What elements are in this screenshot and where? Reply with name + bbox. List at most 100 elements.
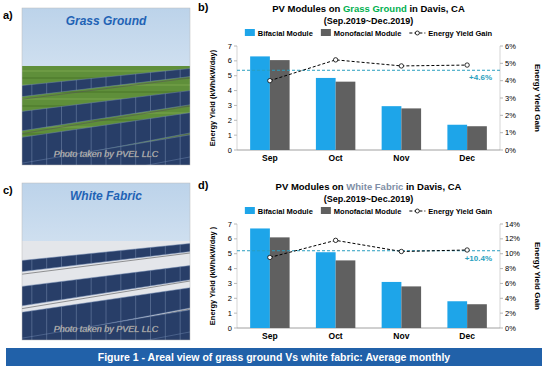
panel-divider bbox=[31, 285, 32, 304]
reference-label: +10.4% bbox=[465, 254, 492, 263]
legend: Bifacial ModuleMonofacial ModuleEnergy Y… bbox=[245, 207, 493, 216]
y-tick-label: 6 bbox=[228, 56, 232, 65]
y-axis bbox=[237, 224, 238, 328]
bar bbox=[316, 78, 336, 150]
title-part: in Davis, CA bbox=[407, 3, 465, 14]
y-tick bbox=[234, 328, 237, 329]
bar bbox=[336, 82, 356, 150]
y-tick-label: 2 bbox=[228, 294, 232, 303]
reference-line bbox=[237, 70, 500, 71]
solar-row bbox=[22, 309, 190, 340]
panel-divider bbox=[135, 249, 136, 258]
title-part: PV Modules on bbox=[272, 3, 343, 14]
panel-divider bbox=[180, 92, 181, 106]
y-tick-label: 0 bbox=[228, 324, 232, 333]
photo-label: Grass Ground bbox=[66, 14, 147, 28]
panel-divider bbox=[165, 291, 166, 312]
x-tick-label: Dec bbox=[459, 331, 475, 341]
panel-divider bbox=[180, 70, 181, 78]
y2-tick-label: 0% bbox=[505, 324, 516, 333]
y2-tick bbox=[500, 238, 503, 239]
panel-divider bbox=[165, 94, 166, 109]
y2-tick bbox=[500, 313, 503, 314]
panel-divider bbox=[31, 136, 32, 163]
y-tick-label: 4 bbox=[228, 86, 232, 95]
y2-tick-label: 4% bbox=[505, 76, 516, 85]
panel-divider bbox=[135, 296, 136, 319]
y-tick-label: 3 bbox=[228, 279, 232, 288]
x-tick-label: Nov bbox=[393, 331, 409, 341]
y2-tick-label: 1% bbox=[505, 128, 516, 137]
line-marker bbox=[465, 63, 469, 67]
bar bbox=[447, 125, 467, 150]
x-tick-label: Sep bbox=[262, 331, 278, 341]
y2-tick-label: 4% bbox=[505, 294, 516, 303]
reference-line bbox=[237, 250, 500, 251]
chart: d)PV Modules on White Fabric in Davis, C… bbox=[198, 179, 542, 341]
y-tick bbox=[234, 60, 237, 61]
panel-divider bbox=[31, 110, 32, 129]
panel-divider bbox=[31, 260, 32, 271]
panel-divider bbox=[120, 298, 121, 321]
y2-tick bbox=[500, 98, 503, 99]
y-tick-label: 6 bbox=[228, 234, 232, 243]
y2-axis-label: Energy Yield Gain bbox=[533, 242, 542, 310]
y2-tick-label: 0% bbox=[505, 146, 516, 155]
photo bbox=[22, 8, 190, 165]
panel-divider bbox=[91, 79, 92, 89]
y2-tick-label: 14% bbox=[505, 220, 520, 229]
line-marker bbox=[399, 64, 403, 68]
panel-divider bbox=[150, 271, 151, 286]
panel-divider bbox=[91, 278, 92, 295]
y-tick-label: 3 bbox=[228, 101, 232, 110]
legend-label: Energy Yield Gain bbox=[428, 207, 492, 216]
panel-divider bbox=[76, 80, 77, 90]
panel-divider bbox=[106, 125, 107, 149]
panel-divider bbox=[120, 123, 121, 146]
panel-divider bbox=[31, 162, 32, 166]
y2-tick-label: 10% bbox=[505, 249, 520, 258]
x-tick-label: Oct bbox=[329, 153, 343, 163]
y-tick bbox=[234, 298, 237, 299]
panel-divider bbox=[120, 99, 121, 115]
y2-tick-label: 3% bbox=[505, 94, 516, 103]
axes: 012345670%1%2%3%4%5%6%SepOctNovDecEnergy… bbox=[208, 42, 542, 164]
y-tick bbox=[234, 313, 237, 314]
panel-divider bbox=[165, 269, 166, 284]
legend-label: Bifacial Module bbox=[258, 29, 313, 38]
panel-divider bbox=[165, 314, 166, 340]
photo-label: White Fabric bbox=[70, 189, 142, 203]
y2-tick-label: 2% bbox=[505, 111, 516, 120]
panel-divider bbox=[46, 258, 47, 269]
panel-divider bbox=[135, 74, 136, 83]
y2-tick bbox=[500, 298, 503, 299]
y-tick bbox=[234, 46, 237, 47]
panel-divider bbox=[31, 311, 32, 338]
y2-tick bbox=[500, 46, 503, 47]
caption-bar bbox=[6, 348, 542, 366]
y-tick bbox=[234, 120, 237, 121]
y-axis bbox=[237, 46, 238, 150]
title-highlight: Grass Ground bbox=[343, 3, 407, 14]
panel-divider bbox=[46, 334, 47, 340]
panel-divider bbox=[46, 309, 47, 336]
panel-divider bbox=[150, 96, 151, 111]
x-tick-label: Dec bbox=[459, 153, 475, 163]
bar bbox=[382, 106, 402, 150]
y2-tick-label: 6% bbox=[505, 279, 516, 288]
line-marker bbox=[268, 78, 272, 82]
panel-divider bbox=[106, 300, 107, 324]
line-marker bbox=[268, 255, 272, 259]
y-tick-label: 4 bbox=[228, 264, 232, 273]
title-part: PV Modules on bbox=[276, 181, 347, 192]
panel-divider bbox=[180, 114, 181, 135]
panel-divider bbox=[135, 121, 136, 144]
panel-label: b) bbox=[198, 1, 209, 13]
reference-label: +4.6% bbox=[469, 73, 492, 82]
line-marker bbox=[465, 248, 469, 252]
y2-tick bbox=[500, 253, 503, 254]
solar-row bbox=[22, 68, 190, 97]
figure: a)Grass GroundPhoto taken by PVEL LLCc)W… bbox=[0, 0, 548, 389]
y2-tick-label: 12% bbox=[505, 234, 520, 243]
panel-label: a) bbox=[3, 9, 13, 21]
